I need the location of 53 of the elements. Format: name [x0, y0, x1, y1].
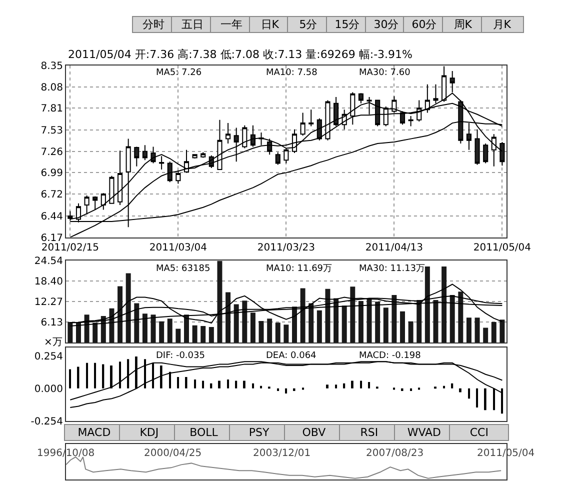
- text: 30分: [374, 18, 399, 31]
- y-tick-label: 7.53: [40, 126, 64, 137]
- text: 一年: [220, 18, 242, 31]
- y-tick-label: -0.254: [30, 416, 64, 428]
- x-tick-label: 2011/05/04: [473, 242, 532, 254]
- text: 周K: [454, 18, 473, 31]
- chart-title: 2011/05/04 开:7.36 高:7.38 低:7.08 收:7.13 量:69269 幅:-3.91%: [68, 48, 412, 61]
- x-tick-label: 2011/03/04: [149, 242, 208, 254]
- x-tick-label: 2011/04/13: [365, 242, 424, 254]
- text: 15分: [334, 18, 360, 31]
- annotation: MA5: 7.26: [156, 68, 202, 78]
- annotation: MA10: 11.69万: [266, 264, 332, 274]
- text: OBV: [302, 426, 326, 439]
- text: 五日: [181, 18, 204, 31]
- y-tick-label: 6.17: [40, 232, 64, 244]
- x-tick-label: 2007/08/23: [366, 448, 424, 459]
- y-tick-label: 0.254: [34, 352, 64, 363]
- x-tick-label: 2011/03/23: [257, 242, 316, 254]
- text: RSI: [360, 426, 378, 439]
- text: 5分: [299, 18, 318, 31]
- x-tick-label: 2003/12/01: [253, 448, 311, 459]
- y-tick-label: 6.44: [40, 212, 64, 223]
- y-tick-label: 0.000: [34, 384, 64, 395]
- annotation: MA30: 11.13万: [359, 264, 426, 274]
- text: 日K: [260, 18, 280, 31]
- y-tick-label: 18.40: [34, 276, 64, 288]
- y-tick-label: 7.26: [40, 146, 64, 158]
- text: PSY: [248, 426, 270, 439]
- y-tick-label: 6.72: [40, 189, 64, 200]
- annotation: DEA: 0.064: [266, 351, 317, 361]
- annotation: DIF: -0.035: [156, 351, 205, 361]
- y-tick-label: 8.08: [40, 82, 64, 94]
- y-tick-label: 6.99: [40, 168, 64, 180]
- text: MACD: [78, 426, 111, 439]
- text: 月K: [492, 18, 512, 31]
- text: WVAD: [407, 426, 442, 439]
- x-tick-label: 2000/04/25: [144, 448, 202, 459]
- x-tick-label: 2011/02/15: [41, 242, 99, 254]
- text: BOLL: [190, 426, 219, 439]
- y-tick-label: 8.35: [40, 61, 64, 72]
- annotation: MACD: -0.198: [359, 351, 422, 361]
- y-tick-label: 7.81: [40, 104, 64, 115]
- y-tick-label: 6.13: [40, 318, 64, 329]
- text: 分时: [142, 18, 164, 31]
- y-tick-label: 24.54: [34, 256, 64, 268]
- text: KDJ: [140, 426, 159, 439]
- y-axis-title: ×万: [44, 337, 62, 348]
- y-tick-label: 12.27: [34, 297, 64, 308]
- annotation: MA5: 63185: [156, 264, 210, 274]
- annotation: MA10: 7.58: [266, 68, 318, 78]
- text: CCI: [470, 426, 488, 439]
- text: 60分: [412, 18, 437, 31]
- annotation: MA30: 7.60: [359, 68, 411, 78]
